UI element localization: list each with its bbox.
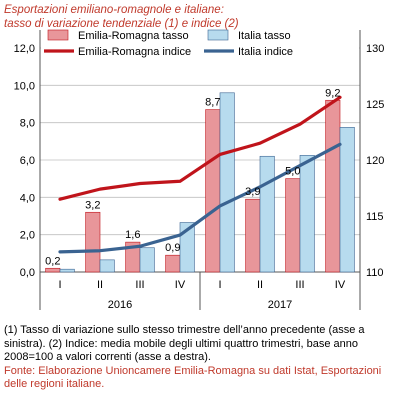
bar-italia — [259, 155, 275, 273]
y-left-tick-label: 4,0 — [20, 192, 35, 204]
legend-label: Emilia-Romagna tasso — [78, 30, 189, 42]
bar-italia — [179, 222, 195, 273]
x-tick-label: III — [295, 279, 304, 291]
group-label-2017: 2017 — [268, 299, 292, 311]
bar-emilia-romagna — [165, 254, 181, 273]
data-label: 3,9 — [245, 186, 260, 198]
y-right-tick-label: 125 — [366, 99, 384, 111]
line-italia-indice — [58, 142, 342, 254]
bar-emilia-romagna — [205, 109, 221, 273]
bar-italia — [299, 155, 315, 273]
x-tick-label: I — [218, 279, 221, 291]
data-label: 0,2 — [45, 255, 60, 267]
combo-chart: 0,0 2,0 4,0 6,0 8,0 10,0 12,0 110 115 120 125 130 0,… — [14, 29, 384, 311]
x-tick-label: IV — [175, 279, 186, 291]
bar-italia — [139, 247, 155, 273]
y-right-tick-label: 115 — [366, 211, 384, 223]
legend-label: Emilia-Romagna indice — [78, 46, 191, 58]
note-definitions: (1) Tasso di variazione sullo stesso tri… — [4, 324, 365, 363]
group-label-2016: 2016 — [108, 299, 132, 311]
y-left-tick-label: 8,0 — [20, 118, 35, 130]
y-left-tick-label: 0,0 — [20, 267, 35, 279]
y-right-tick-label: 110 — [366, 267, 384, 279]
data-label: 5,0 — [285, 166, 300, 178]
title-line-2: tasso di variazione tendenziale (1) e in… — [4, 18, 239, 30]
bar-emilia-romagna — [245, 198, 261, 273]
y-right-tick-label: 130 — [366, 43, 384, 55]
legend-swatch — [207, 29, 229, 41]
bar-italia — [219, 92, 235, 273]
data-label: 0,9 — [165, 242, 180, 254]
data-label: 1,6 — [125, 229, 140, 241]
y-left-tick-label: 12,0 — [14, 43, 35, 55]
legend-label: Italia tasso — [238, 30, 291, 42]
bar-italia — [99, 259, 115, 273]
bar-emilia-romagna — [285, 178, 301, 273]
data-label: 3,2 — [85, 199, 100, 211]
x-tick-label: III — [135, 279, 144, 291]
y-left-tick-label: 10,0 — [14, 80, 35, 92]
x-tick-label: II — [97, 279, 103, 291]
note-source: Fonte: Elaborazione Unioncamere Emilia-R… — [4, 364, 382, 391]
bar-italia — [59, 268, 75, 273]
legend-background — [41, 30, 359, 64]
bar-emilia-romagna — [45, 267, 61, 273]
y-right-tick-label: 120 — [366, 155, 384, 167]
bar-italia — [339, 127, 355, 273]
x-tick-label: IV — [335, 279, 346, 291]
x-tick-label: I — [58, 279, 61, 291]
legend-swatch — [47, 29, 69, 41]
bar-emilia-romagna — [85, 211, 101, 273]
chart-notes: (1) Tasso di variazione sullo stesso tri… — [4, 324, 396, 392]
line-emilia-romagna-indice — [58, 95, 342, 201]
y-left-tick-label: 2,0 — [20, 230, 35, 242]
title-line-1: Esportazioni emiliano-romagnole e italia… — [4, 4, 224, 16]
data-label: 9,2 — [325, 87, 340, 99]
chart-title: Esportazioni emiliano-romagnole e italia… — [4, 3, 396, 31]
legend-label: Italia indice — [238, 46, 293, 58]
data-label: 8,7 — [205, 97, 220, 109]
x-tick-label: II — [257, 279, 263, 291]
bar-emilia-romagna — [325, 99, 341, 273]
y-left-tick-label: 6,0 — [20, 155, 35, 167]
